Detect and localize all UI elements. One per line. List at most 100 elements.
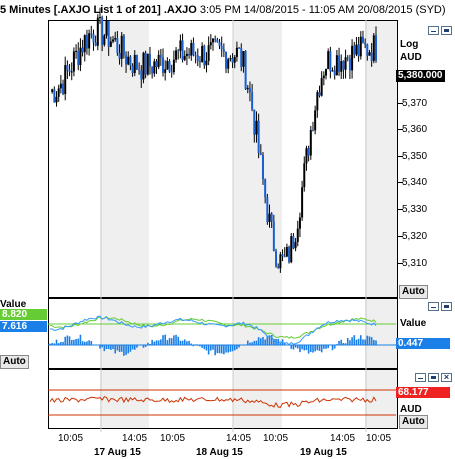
price-bar-body bbox=[179, 40, 182, 51]
oscillator-histogram-bar bbox=[299, 345, 301, 353]
oscillator-histogram-bar bbox=[207, 345, 210, 355]
price-bar-body bbox=[72, 51, 75, 72]
oscillator-right-value: 0.447 bbox=[396, 338, 450, 349]
price-bar-body bbox=[261, 154, 264, 180]
price-bar-body bbox=[107, 20, 110, 47]
price-bar-body bbox=[357, 44, 360, 57]
price-bar-body bbox=[270, 213, 273, 222]
oscillator-histogram-bar bbox=[62, 341, 64, 345]
oscillator-histogram-bar bbox=[194, 344, 197, 345]
oscillator-histogram-bar bbox=[57, 343, 60, 345]
price-bar-body bbox=[318, 92, 321, 96]
oscillator-histogram-bar bbox=[342, 343, 345, 345]
oscillator-histogram-bar bbox=[253, 340, 256, 345]
oscillator-histogram-bar bbox=[77, 338, 80, 345]
price-bar-body bbox=[248, 87, 251, 93]
price-bar-body bbox=[333, 70, 336, 76]
oscillator-histogram-bar bbox=[310, 345, 312, 352]
oscillator-histogram-bar bbox=[51, 343, 53, 345]
oscillator-histogram-bar bbox=[373, 339, 375, 345]
price-bar-body bbox=[244, 51, 247, 90]
chart-title-bar: 5 Minutes [.AXJO List 1 of 201] .AXJO 3:… bbox=[0, 0, 455, 20]
price-bar-body bbox=[66, 65, 69, 71]
price-tick bbox=[398, 156, 403, 157]
price-bar-body bbox=[96, 17, 99, 46]
price-bar-body bbox=[348, 58, 351, 71]
price-bar-body bbox=[170, 71, 173, 73]
oscillator-histogram-bar bbox=[210, 345, 212, 351]
oscillator-histogram-bar bbox=[73, 339, 75, 345]
price-bar-body bbox=[85, 35, 88, 49]
oscillator-histogram-bar bbox=[179, 340, 182, 345]
price-bar-body bbox=[366, 44, 369, 56]
oscillator-histogram-bar bbox=[64, 336, 67, 345]
price-bar-body bbox=[79, 47, 82, 66]
price-bar-body bbox=[125, 55, 128, 65]
price-bar-body bbox=[57, 88, 60, 97]
price-bar-body bbox=[298, 217, 301, 229]
oscillator-histogram-bar bbox=[101, 345, 103, 348]
chart-date-range: 3:05 PM 14/08/2015 - 11:05 AM 20/08/2015… bbox=[199, 4, 446, 16]
oscillator-histogram-bar bbox=[336, 344, 338, 345]
oscillator-histogram-bar bbox=[351, 337, 353, 345]
price-bar-body bbox=[229, 58, 232, 60]
oscillator-histogram-bar bbox=[79, 334, 82, 345]
oscillator-histogram-bar bbox=[303, 345, 306, 351]
oscillator-histogram-bar bbox=[86, 341, 88, 345]
oscillator-histogram-bar bbox=[155, 340, 158, 345]
oscillator-histogram-bar bbox=[312, 345, 314, 353]
oscillator-panel[interactable] bbox=[48, 298, 398, 369]
price-bar-body bbox=[101, 17, 104, 45]
rsi-minimize-button[interactable] bbox=[415, 373, 426, 382]
price-bar-body bbox=[140, 70, 143, 80]
price-bar-body bbox=[157, 54, 160, 67]
price-maximize-button[interactable] bbox=[441, 26, 452, 35]
oscillator-histogram-bar bbox=[112, 345, 114, 350]
oscillator-histogram-bar bbox=[292, 345, 295, 350]
price-bar-body bbox=[127, 56, 130, 65]
rsi-close-button[interactable]: × bbox=[441, 373, 452, 382]
oscillator-histogram-bar bbox=[120, 345, 123, 352]
oscillator-histogram-bar bbox=[333, 345, 336, 349]
price-bar-body bbox=[212, 38, 214, 43]
price-bar-body bbox=[344, 57, 347, 70]
price-minimize-button[interactable] bbox=[428, 26, 439, 35]
oscillator-maximize-button[interactable] bbox=[441, 302, 452, 311]
oscillator-histogram-bar bbox=[90, 341, 93, 345]
price-tick-label: 5,330 bbox=[402, 204, 428, 215]
oscillator-histogram-bar bbox=[349, 340, 351, 345]
oscillator-histogram-bar bbox=[362, 339, 364, 345]
price-tick bbox=[398, 263, 403, 264]
price-bar-body bbox=[325, 69, 328, 76]
price-bar-body bbox=[131, 65, 134, 74]
price-bar-body bbox=[281, 254, 284, 257]
price-bar-body bbox=[242, 51, 245, 67]
price-auto-button[interactable]: Auto bbox=[399, 285, 428, 299]
oscillator-histogram-bar bbox=[225, 345, 227, 353]
oscillator-minimize-button[interactable] bbox=[428, 302, 439, 311]
oscillator-histogram-bar bbox=[70, 340, 73, 345]
oscillator-histogram-bar bbox=[366, 335, 369, 345]
price-bar-body bbox=[331, 70, 334, 72]
price-bar-body bbox=[316, 92, 319, 111]
oscillator-histogram-bar bbox=[327, 345, 329, 349]
price-tick-label: 5,350 bbox=[402, 151, 428, 162]
price-bar-body bbox=[164, 69, 167, 73]
oscillator-histogram-bar bbox=[55, 339, 58, 345]
rsi-maximize-button[interactable] bbox=[428, 373, 439, 382]
price-bar-body bbox=[285, 246, 288, 257]
price-bar-body bbox=[251, 92, 254, 110]
oscillator-auto-button[interactable]: Auto bbox=[0, 355, 29, 369]
price-bar-body bbox=[205, 60, 208, 66]
oscillator-left-label: Value bbox=[0, 299, 27, 310]
price-bar-body bbox=[257, 120, 260, 153]
rsi-auto-button[interactable]: Auto bbox=[399, 415, 428, 429]
oscillator-histogram-bar bbox=[177, 336, 180, 345]
oscillator-histogram-bar bbox=[199, 345, 201, 347]
oscillator-histogram-bar bbox=[60, 341, 62, 345]
price-bar-body bbox=[259, 152, 262, 155]
oscillator-histogram-bar bbox=[127, 345, 130, 354]
price-bar-body bbox=[309, 130, 312, 156]
oscillator-histogram-bar bbox=[88, 340, 90, 345]
